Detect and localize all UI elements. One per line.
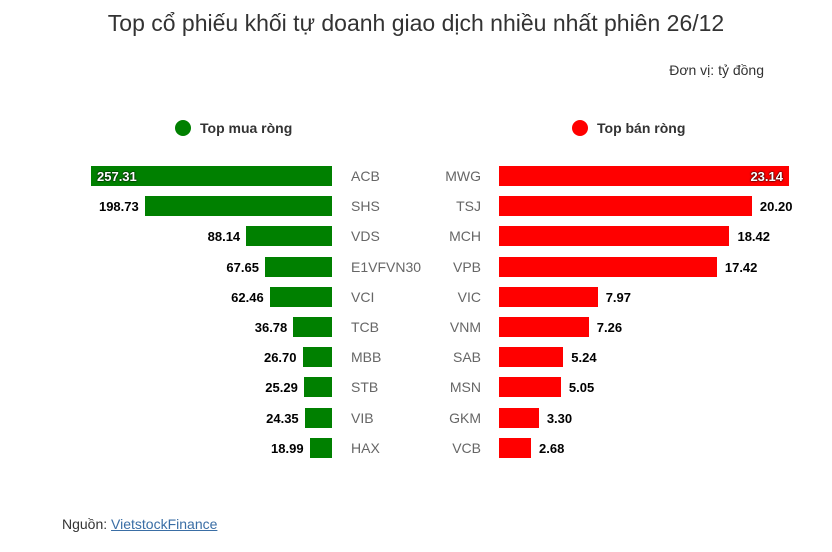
buy-bar	[269, 286, 332, 307]
sell-value-label: 7.97	[605, 289, 632, 305]
buy-bar	[246, 226, 332, 247]
buy-bar-row: 25.29 STB	[0, 377, 832, 398]
buy-ticker-label: VCI	[351, 288, 375, 305]
buy-ticker-label: E1VFVN30	[351, 258, 422, 275]
buy-value-label: 67.65	[226, 259, 259, 275]
sell-bar	[499, 437, 531, 458]
source: Nguồn: VietstockFinance	[62, 516, 217, 532]
legend-sell: Top bán ròng	[572, 120, 685, 136]
unit-label: Đơn vị: tỷ đồng	[669, 62, 764, 78]
chart-title: Top cổ phiếu khối tự doanh giao dịch nhi…	[107, 10, 725, 36]
sell-ticker-label: GKM	[449, 409, 481, 426]
sell-bar-row: 5.05 MSN	[0, 377, 832, 398]
buy-bar	[144, 196, 332, 217]
buy-bar-row: 88.14 VDS	[0, 226, 832, 247]
buy-ticker-label: TCB	[351, 319, 379, 335]
sell-value-label: 20.20	[759, 199, 793, 215]
buy-value-label: 26.70	[263, 350, 297, 366]
sell-bar	[499, 196, 752, 217]
sell-value-label: 18.42	[737, 229, 771, 245]
buy-ticker-label: VIB	[351, 409, 374, 426]
buy-bar-row: 24.35 VIB	[0, 407, 832, 428]
sell-bar-row: 2.68 VCB	[0, 437, 832, 458]
sell-bar-row: 23.14 MWG	[0, 166, 832, 186]
sell-bar	[499, 226, 730, 247]
buy-ticker-label: SHS	[351, 198, 380, 215]
legend-buy-label: Top mua ròng	[200, 120, 293, 136]
buy-value-label: 257.31	[97, 169, 137, 184]
buy-value-label: 24.35	[266, 410, 299, 426]
buy-bar	[304, 407, 332, 428]
buy-bar-row: 26.70 MBB	[0, 347, 832, 368]
buy-value-label: 88.14	[207, 229, 241, 245]
green-dot-icon	[175, 120, 191, 136]
legend-buy: Top mua ròng	[175, 120, 292, 136]
sell-value-label: 3.30	[546, 410, 573, 426]
buy-ticker-label: VDS	[351, 228, 380, 245]
source-link[interactable]: VietstockFinance	[111, 516, 218, 532]
sell-ticker-label: MWG	[445, 168, 481, 184]
buy-bar	[91, 166, 332, 186]
sell-bar	[499, 256, 717, 277]
sell-bar	[499, 317, 589, 337]
sell-ticker-label: TSJ	[456, 198, 481, 215]
sell-bar	[499, 286, 598, 307]
sell-ticker-label: SAB	[452, 349, 481, 366]
sell-bar	[499, 347, 564, 368]
sell-value-label: 17.42	[724, 259, 758, 275]
buy-ticker-label: STB	[351, 379, 379, 396]
buy-bar	[309, 437, 332, 458]
buy-ticker-label: ACB	[351, 168, 380, 184]
sell-ticker-label: MCH	[449, 228, 481, 245]
sell-ticker-label: VPB	[452, 258, 481, 275]
buy-bar-row: 67.65 E1VFVN30	[0, 256, 832, 277]
sell-ticker-label: MSN	[449, 379, 481, 396]
buy-value-label: 18.99	[271, 440, 304, 456]
sell-value-label: 5.05	[568, 380, 595, 396]
buy-value-label: 25.29	[265, 380, 298, 396]
buy-ticker-label: MBB	[351, 349, 382, 366]
buy-value-label: 36.78	[254, 320, 288, 335]
buy-bar-row: 62.46 VCI	[0, 286, 832, 307]
sell-ticker-label: VIC	[457, 288, 481, 305]
buy-bar	[293, 317, 332, 337]
buy-bar-row: 198.73 SHS	[0, 196, 832, 217]
sell-bar-row: 20.20 TSJ	[0, 196, 832, 217]
buy-value-label: 198.73	[98, 199, 139, 215]
sell-bar-row: 18.42 MCH	[0, 226, 832, 247]
sell-bar-row: 7.26 VNM	[0, 317, 832, 337]
sell-bar-row: 17.42 VPB	[0, 256, 832, 277]
sell-value-label: 23.14	[750, 169, 783, 184]
sell-value-label: 2.68	[539, 440, 565, 456]
sell-bar	[499, 166, 789, 186]
sell-bar-row: 7.97 VIC	[0, 286, 832, 307]
buy-bar-row: 18.99 HAX	[0, 437, 832, 458]
buy-value-label: 62.46	[231, 289, 264, 305]
sell-ticker-label: VCB	[452, 439, 481, 456]
sell-value-label: 7.26	[596, 320, 623, 335]
sell-bar	[499, 407, 539, 428]
legend-sell-label: Top bán ròng	[597, 120, 686, 136]
sell-bar	[499, 377, 561, 398]
buy-bar	[302, 347, 332, 368]
red-dot-icon	[572, 120, 588, 136]
source-label: Nguồn:	[62, 516, 108, 532]
sell-ticker-label: VNM	[449, 319, 481, 335]
buy-bar-row: 257.31 ACB	[0, 166, 832, 186]
buy-bar	[264, 256, 332, 277]
sell-bar-row: 5.24 SAB	[0, 347, 832, 368]
sell-value-label: 5.24	[571, 350, 597, 366]
buy-ticker-label: HAX	[351, 439, 380, 456]
buy-bar-row: 36.78 TCB	[0, 317, 832, 337]
sell-bar-row: 3.30 GKM	[0, 407, 832, 428]
buy-bar	[303, 377, 332, 398]
